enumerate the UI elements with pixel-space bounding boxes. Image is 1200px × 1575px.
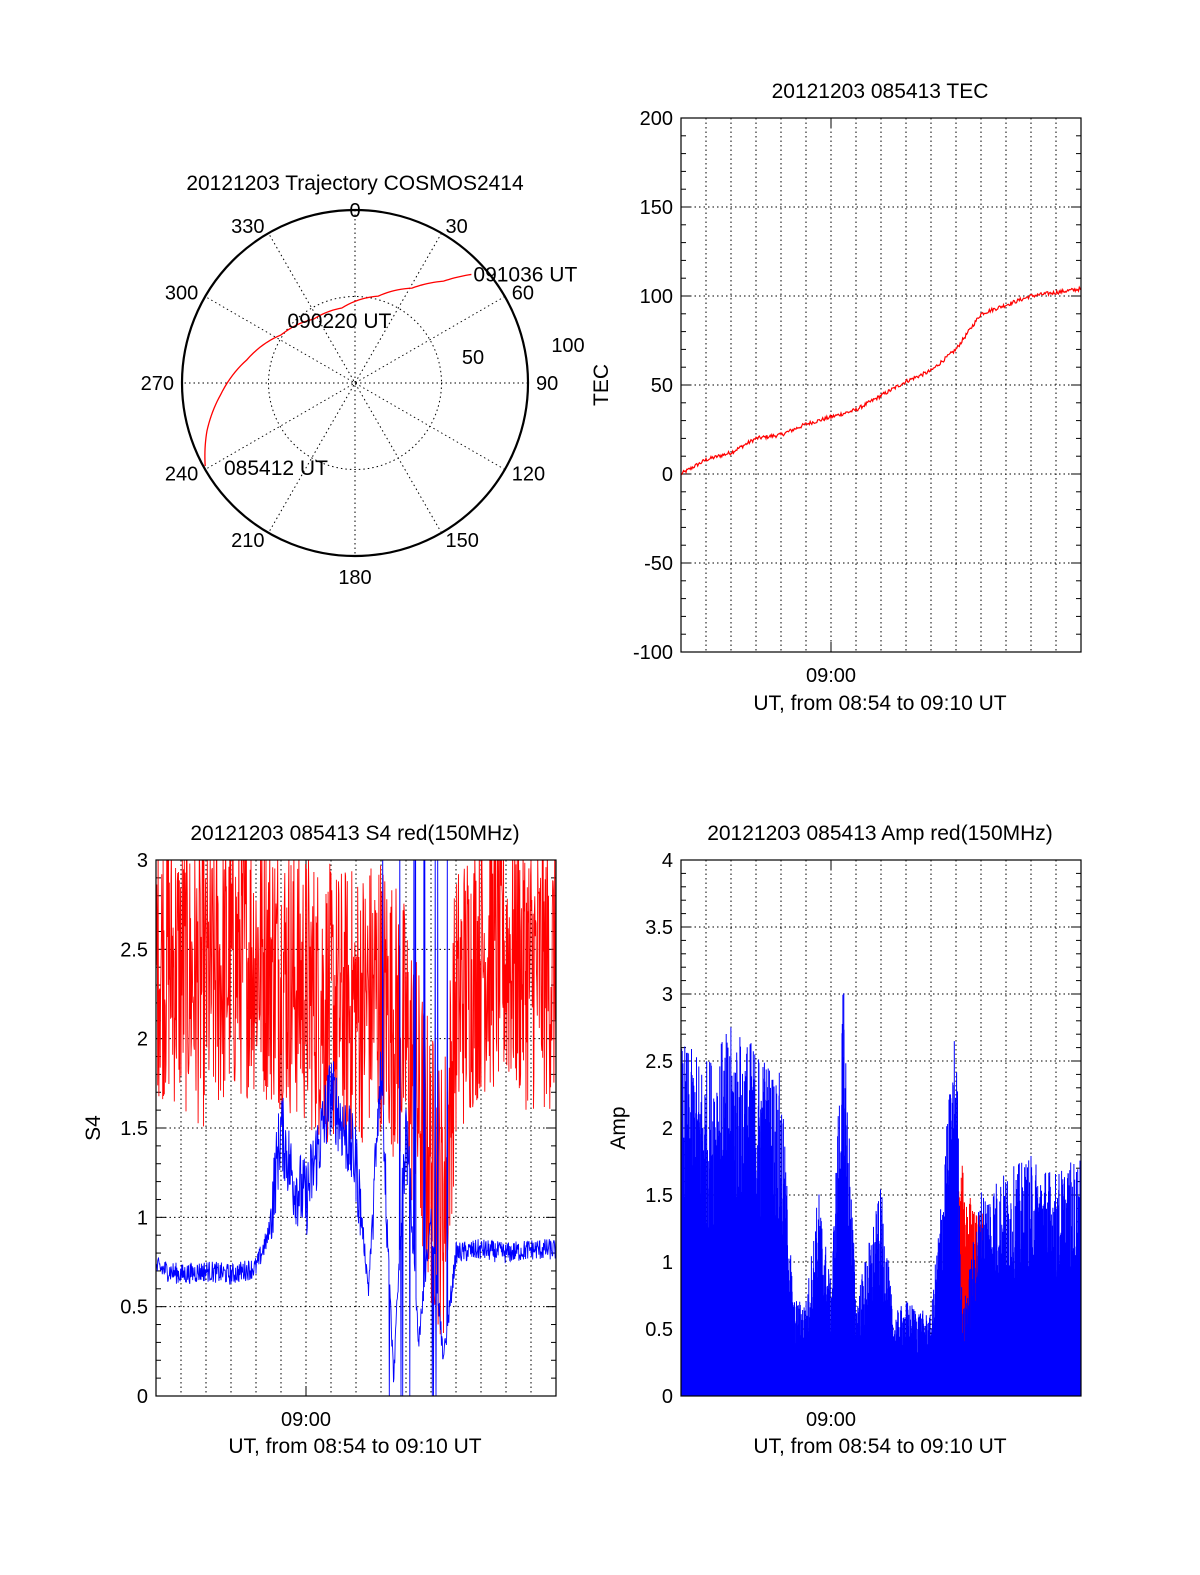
x-tick-label: 09:00 — [806, 665, 856, 687]
polar-azimuth-label: 300 — [165, 283, 198, 305]
polar-spoke — [268, 232, 442, 534]
s4-title: 20121203 085413 S4 red(150MHz) — [190, 822, 519, 845]
polar-azimuth-label: 180 — [338, 567, 371, 589]
trajectory-time-annotation: 090220 UT — [287, 310, 391, 333]
polar-azimuth-label: 270 — [141, 373, 174, 395]
amp-panel: 20121203 085413 Amp red(150MHz) Amp UT, … — [607, 822, 1082, 1458]
y-tick-label: 2.5 — [120, 939, 148, 961]
y-tick-label: 1 — [137, 1207, 148, 1229]
polar-spoke — [204, 296, 506, 470]
amp-title: 20121203 085413 Amp red(150MHz) — [707, 822, 1053, 845]
trajectory-time-annotation: 085412 UT — [224, 457, 328, 480]
y-tick-label: 0 — [662, 464, 673, 486]
s4-plot-frame — [155, 859, 557, 1397]
trajectory-line — [204, 273, 472, 467]
s4-red-series — [156, 860, 556, 1335]
amp-ylabel: Amp — [607, 1106, 630, 1149]
y-tick-label: 1.5 — [120, 1118, 148, 1140]
y-tick-label: 4 — [662, 850, 673, 872]
y-tick-label: 0 — [662, 1386, 673, 1408]
polar-spoke — [204, 296, 506, 470]
s4-panel: 20121203 085413 S4 red(150MHz) S4 UT, fr… — [82, 822, 557, 1458]
tec-title: 20121203 085413 TEC — [772, 80, 989, 103]
y-tick-label: 50 — [651, 375, 673, 397]
polar-elevation-label: 100 — [551, 335, 584, 357]
x-tick-label: 09:00 — [806, 1409, 856, 1431]
polar-azimuth-label: 120 — [512, 464, 545, 486]
s4-series-group — [156, 860, 556, 1396]
polar-title: 20121203 Trajectory COSMOS2414 — [186, 172, 524, 195]
tec-series-line — [680, 285, 1082, 476]
polar-azimuth-label: 90 — [536, 373, 558, 395]
polar-elevation-label: 50 — [462, 347, 484, 369]
y-tick-label: -100 — [633, 642, 673, 664]
polar-azimuth-label: 0 — [349, 200, 360, 222]
amp-blue-series — [680, 993, 1082, 1396]
trajectory-polar-plot: 20121203 Trajectory COSMOS2414 0 30 60 90 12… — [141, 172, 585, 589]
s4-xlabel: UT, from 08:54 to 09:10 UT — [228, 1435, 481, 1458]
polar-azimuth-labels: 0 30 60 90 120 150 180 210 240 270 300 330 50 100 — [141, 200, 585, 589]
y-tick-label: 3.5 — [645, 917, 673, 939]
y-tick-label: 3 — [137, 850, 148, 872]
y-tick-label: 2 — [662, 1118, 673, 1140]
tec-xlabel: UT, from 08:54 to 09:10 UT — [753, 692, 1006, 715]
tec-plot-area: -100 -50 0 50 100 150 200 09:00 — [633, 108, 1082, 687]
polar-azimuth-label: 210 — [231, 530, 264, 552]
s4-ylabel: S4 — [82, 1115, 105, 1141]
y-tick-label: 2 — [137, 1029, 148, 1051]
y-tick-label: -50 — [644, 553, 673, 575]
y-tick-label: 0.5 — [645, 1319, 673, 1341]
y-tick-label: 0.5 — [120, 1297, 148, 1319]
y-tick-label: 0 — [137, 1386, 148, 1408]
tec-ylabel: TEC — [590, 364, 613, 406]
tec-panel: 20121203 085413 TEC TEC UT, from 08:54 t… — [590, 80, 1082, 715]
polar-azimuth-label: 60 — [512, 283, 534, 305]
polar-azimuth-label: 240 — [165, 464, 198, 486]
polar-azimuth-label: 330 — [231, 216, 264, 238]
tec-plot-frame — [680, 117, 1082, 653]
y-tick-label: 100 — [640, 286, 673, 308]
s4-blue-series — [156, 860, 556, 1396]
x-tick-label: 09:00 — [281, 1409, 331, 1431]
trajectory-time-annotation: 091036 UT — [473, 263, 577, 286]
y-tick-label: 1 — [662, 1252, 673, 1274]
amp-xlabel: UT, from 08:54 to 09:10 UT — [753, 1435, 1006, 1458]
y-tick-label: 150 — [640, 197, 673, 219]
polar-azimuth-label: 150 — [446, 530, 479, 552]
y-tick-label: 3 — [662, 984, 673, 1006]
s4-plot-area: 0 0.5 1 1.5 2 2.5 3 09:00 — [120, 850, 557, 1431]
polar-spoke — [268, 232, 442, 534]
y-tick-label: 200 — [640, 108, 673, 130]
polar-azimuth-label: 30 — [446, 216, 468, 238]
amp-plot-area: 0 0.5 1 1.5 2 2.5 3 3.5 4 09:00 — [645, 850, 1082, 1431]
y-tick-label: 1.5 — [645, 1185, 673, 1207]
polar-grid — [180, 208, 530, 558]
polar-trajectory: 091036 UT 090220 UT 085412 UT — [204, 263, 577, 480]
amp-plot-frame — [680, 859, 1082, 1397]
y-tick-label: 2.5 — [645, 1051, 673, 1073]
